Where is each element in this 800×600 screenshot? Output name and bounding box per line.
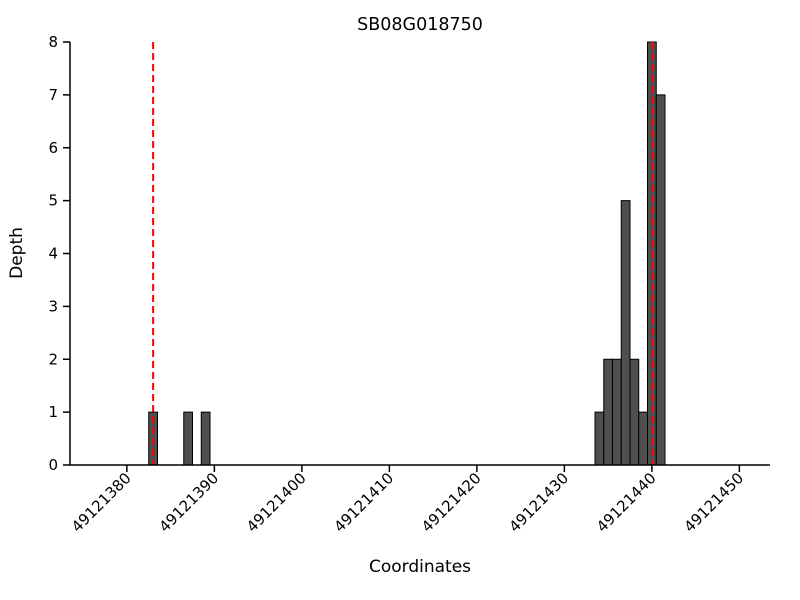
y-tick-label: 7 xyxy=(48,86,58,104)
y-tick-label: 8 xyxy=(48,33,58,51)
x-axis-label: Coordinates xyxy=(369,557,471,577)
depth-bar xyxy=(620,200,631,466)
y-axis-label: Depth xyxy=(7,227,27,279)
y-tick-label: 6 xyxy=(48,139,58,157)
x-tick-label: 49121420 xyxy=(418,469,485,536)
x-tick-label: 49121380 xyxy=(68,469,135,536)
depth-bar xyxy=(655,94,666,466)
depth-bar xyxy=(183,411,193,466)
depth-bar xyxy=(594,411,605,466)
y-tick-label: 4 xyxy=(48,245,58,263)
y-tick-label: 5 xyxy=(48,192,58,210)
depth-bar xyxy=(612,358,622,466)
depth-bar xyxy=(603,358,613,466)
depth-bar xyxy=(200,411,211,466)
x-tick-label: 49121440 xyxy=(593,469,660,536)
depth-bar xyxy=(638,411,648,466)
chart-title: SB08G018750 xyxy=(357,15,483,35)
x-tick-label: 49121450 xyxy=(680,469,747,536)
x-tick-label: 49121390 xyxy=(155,469,222,536)
y-tick-label: 1 xyxy=(48,403,58,421)
depth-bar xyxy=(629,358,640,466)
x-tick-label: 49121400 xyxy=(243,469,310,536)
x-tick-label: 49121410 xyxy=(330,469,397,536)
y-tick-label: 2 xyxy=(48,350,58,368)
y-tick-label: 0 xyxy=(48,456,58,474)
plot-layer: 0 1 2 3 4 5 6 7 8 49121380 49121390 49121400 4912141… xyxy=(48,33,770,536)
y-tick-label: 3 xyxy=(48,297,58,315)
x-tick-label: 49121430 xyxy=(505,469,572,536)
